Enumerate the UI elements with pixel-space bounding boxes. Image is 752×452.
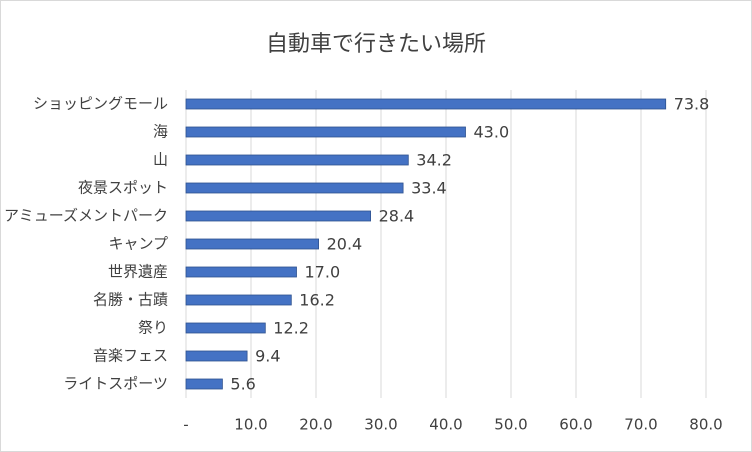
y-tick-label: 海 bbox=[153, 123, 168, 141]
bar bbox=[185, 154, 409, 166]
y-tick-label: 祭り bbox=[138, 319, 168, 337]
y-tick-label: 山 bbox=[153, 151, 168, 169]
x-tick-label: 20.0 bbox=[299, 416, 332, 434]
y-tick-label: アミューズメントパーク bbox=[4, 207, 168, 225]
y-tick-label: ショッピングモール bbox=[33, 95, 168, 113]
bar bbox=[185, 294, 292, 306]
y-tick-label: 夜景スポット bbox=[78, 179, 168, 197]
bar bbox=[185, 238, 320, 250]
y-tick-label: キャンプ bbox=[108, 235, 168, 253]
bar bbox=[185, 378, 223, 390]
bar bbox=[185, 182, 404, 194]
x-tick-label: 60.0 bbox=[559, 416, 592, 434]
data-label: 33.4 bbox=[411, 179, 447, 198]
x-tick-label: 30.0 bbox=[364, 416, 397, 434]
data-label: 20.4 bbox=[327, 235, 363, 254]
x-tick-label: 40.0 bbox=[429, 416, 462, 434]
data-label: 9.4 bbox=[255, 347, 280, 366]
data-label: 12.2 bbox=[273, 319, 309, 338]
bar bbox=[185, 210, 372, 222]
bar bbox=[185, 266, 297, 278]
x-tick-label: - bbox=[183, 416, 188, 434]
y-tick-label: 名勝・古蹟 bbox=[93, 291, 168, 309]
bar bbox=[185, 126, 466, 138]
data-label: 34.2 bbox=[416, 151, 452, 170]
x-tick-label: 70.0 bbox=[624, 416, 657, 434]
data-label: 43.0 bbox=[474, 123, 510, 142]
data-label: 28.4 bbox=[379, 207, 415, 226]
bar bbox=[185, 98, 667, 110]
bar bbox=[185, 350, 248, 362]
data-label: 16.2 bbox=[299, 291, 335, 310]
x-tick-label: 50.0 bbox=[494, 416, 527, 434]
y-tick-label: 世界遺産 bbox=[108, 263, 168, 281]
y-tick-label: ライトスポーツ bbox=[63, 375, 168, 393]
data-label: 5.6 bbox=[230, 375, 255, 394]
data-label: 17.0 bbox=[305, 263, 341, 282]
y-tick-label: 音楽フェス bbox=[93, 347, 168, 365]
x-tick-label: 10.0 bbox=[234, 416, 267, 434]
x-tick-label: 80.0 bbox=[689, 416, 722, 434]
chart-title: 自動車で行きたい場所 bbox=[266, 32, 486, 57]
data-label: 73.8 bbox=[674, 95, 710, 114]
bar bbox=[185, 322, 266, 334]
